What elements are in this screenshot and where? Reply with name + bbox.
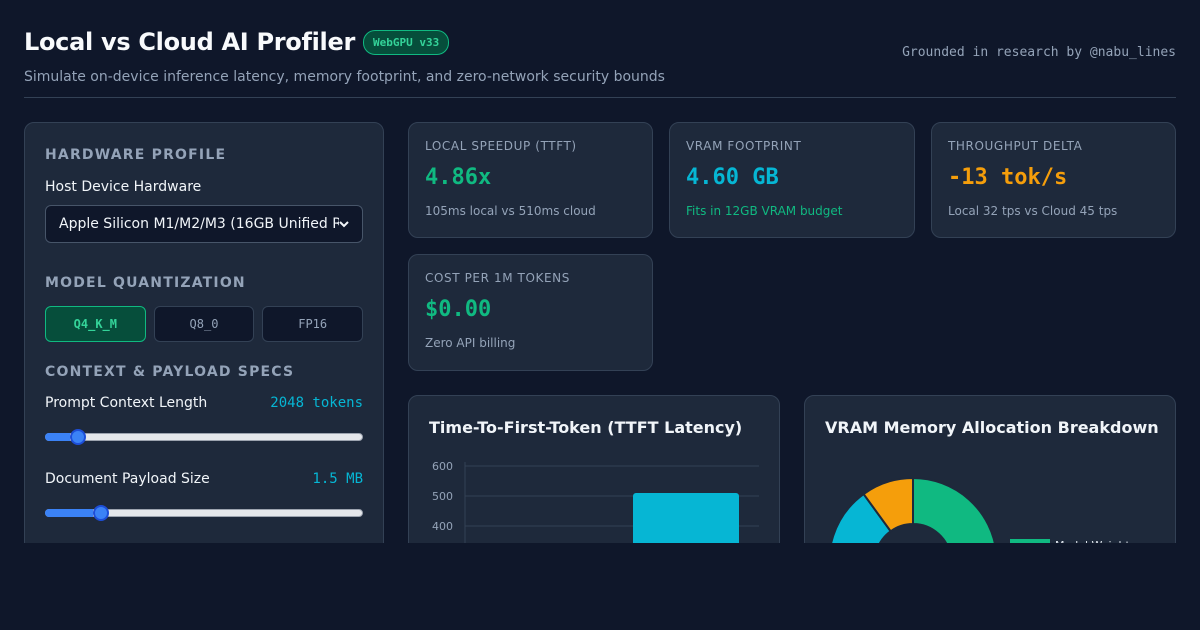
doc-size-row: Document Payload Size 1.5 MB <box>45 471 363 487</box>
metric-sub: 105ms local vs 510ms cloud <box>425 204 596 218</box>
title-row: Local vs Cloud AI Profiler WebGPU v33 <box>24 28 1176 56</box>
quant-option-fp16[interactable]: FP16 <box>262 306 364 342</box>
metric-label: LOCAL SPEEDUP (TTFT) <box>425 139 577 153</box>
quantization-heading: MODEL QUANTIZATION <box>45 275 246 291</box>
host-device-value: Apple Silicon M1/M2/M3 (16GB Unified RAM… <box>59 216 339 232</box>
y-tick-label: 600 <box>432 460 453 473</box>
prompt-length-row: Prompt Context Length 2048 tokens <box>45 395 363 411</box>
quantization-options: Q4_K_M Q8_0 FP16 <box>45 306 364 342</box>
context-heading: CONTEXT & PAYLOAD SPECS <box>45 364 295 380</box>
prompt-length-label: Prompt Context Length <box>45 395 208 411</box>
credit-text: Grounded in research by @nabu_lines <box>902 45 1176 60</box>
metric-sub: Local 32 tps vs Cloud 45 tps <box>948 204 1118 218</box>
page-title: Local vs Cloud AI Profiler <box>24 28 356 56</box>
metric-value: 4.86x <box>425 165 492 190</box>
slider-thumb[interactable] <box>92 505 109 521</box>
header-divider <box>24 97 1176 98</box>
y-tick-label: 400 <box>432 520 453 533</box>
chart-title: VRAM Memory Allocation Breakdown <box>825 418 1159 437</box>
chevron-down-icon <box>339 221 349 228</box>
prompt-length-value: 2048 tokens <box>270 395 363 411</box>
metric-label: THROUGHPUT DELTA <box>948 139 1083 153</box>
metric-sub: Fits in 12GB VRAM budget <box>686 204 843 218</box>
metric-card-throughput: THROUGHPUT DELTA -13 tok/s Local 32 tps … <box>931 122 1176 238</box>
metric-card-vram: VRAM FOOTPRINT 4.60 GB Fits in 12GB VRAM… <box>669 122 915 238</box>
quant-option-q80[interactable]: Q8_0 <box>153 306 255 342</box>
quant-option-q4km[interactable]: Q4_K_M <box>45 306 146 342</box>
y-tick-label: 500 <box>432 490 453 503</box>
page-subtitle: Simulate on-device inference latency, me… <box>24 69 665 85</box>
host-device-label: Host Device Hardware <box>45 179 202 195</box>
slider-thumb[interactable] <box>70 429 87 445</box>
metric-card-cost: COST PER 1M TOKENS $0.00 Zero API billin… <box>408 254 653 371</box>
header: Local vs Cloud AI Profiler WebGPU v33 Si… <box>24 28 1176 85</box>
donut-slice <box>862 476 914 533</box>
version-badge: WebGPU v33 <box>363 29 450 55</box>
slider-track <box>45 433 363 441</box>
metric-sub: Zero API billing <box>425 336 516 350</box>
metric-card-speedup: LOCAL SPEEDUP (TTFT) 4.86x 105ms local v… <box>408 122 653 238</box>
viewport-bottom <box>0 543 1200 630</box>
slider-fill <box>45 509 93 517</box>
slider-fill <box>45 433 71 441</box>
host-device-select[interactable]: Apple Silicon M1/M2/M3 (16GB Unified RAM… <box>45 205 363 243</box>
prompt-length-slider[interactable] <box>45 429 363 445</box>
config-panel: HARDWARE PROFILE Host Device Hardware Ap… <box>24 122 384 562</box>
metric-label: VRAM FOOTPRINT <box>686 139 802 153</box>
hardware-heading: HARDWARE PROFILE <box>45 147 227 163</box>
metric-value: -13 tok/s <box>948 165 1068 190</box>
chart-title: Time-To-First-Token (TTFT Latency) <box>429 418 743 437</box>
doc-size-slider[interactable] <box>45 505 363 521</box>
metric-value: $0.00 <box>425 297 492 322</box>
doc-size-label: Document Payload Size <box>45 471 210 487</box>
metric-value: 4.60 GB <box>686 165 779 190</box>
doc-size-value: 1.5 MB <box>312 471 363 487</box>
metric-label: COST PER 1M TOKENS <box>425 271 570 285</box>
